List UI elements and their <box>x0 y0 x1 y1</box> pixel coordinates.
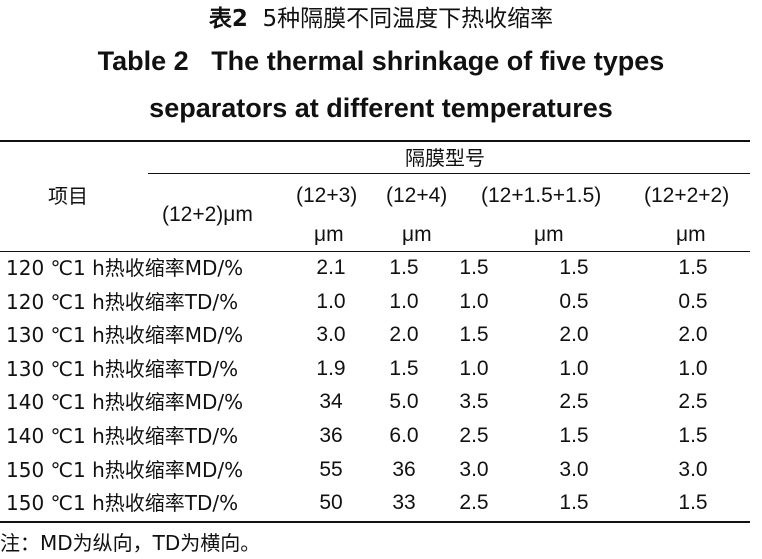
header-type-4-unit: μm <box>534 223 564 246</box>
table-cell: 1.5 <box>459 256 489 279</box>
table-cell: 1.5 <box>678 424 708 447</box>
table-cell: 2.5 <box>459 491 489 514</box>
table-title-en-line1: Table 2 The thermal shrinkage of five ty… <box>97 46 665 76</box>
table-cell: 2.5 <box>559 390 589 413</box>
table-caption-cn: 5种隔膜不同温度下热收缩率 <box>262 6 554 32</box>
table-cell: 2.5 <box>459 424 489 447</box>
table-cell: 3.0 <box>559 458 589 481</box>
table-cell: 1.5 <box>389 256 419 279</box>
table-cell: 3.0 <box>678 458 708 481</box>
table-bottom-rule <box>0 521 750 523</box>
row-label: 120 ℃1 h热收缩率TD/% <box>6 290 239 314</box>
table-note: 注：MD为纵向，TD为横向。 <box>0 531 261 555</box>
table-cell: 1.0 <box>459 357 489 380</box>
table-top-rule <box>0 140 750 142</box>
table-cell: 34 <box>319 390 343 413</box>
table-group-rule <box>148 173 750 174</box>
table-cell: 2.0 <box>389 323 419 346</box>
table-title-en-line2: separators at different temperatures <box>149 93 613 123</box>
table-cell: 55 <box>319 458 343 481</box>
row-label: 130 ℃1 h热收缩率MD/% <box>6 323 244 347</box>
row-label: 120 ℃1 h热收缩率MD/% <box>6 256 244 280</box>
table-cell: 0.5 <box>678 290 708 313</box>
header-type-1: (12+2)μm <box>162 203 253 226</box>
table-cell: 36 <box>392 458 416 481</box>
table-cell: 2.1 <box>316 256 346 279</box>
row-label: 140 ℃1 h热收缩率MD/% <box>6 390 244 414</box>
table-cell: 50 <box>319 491 343 514</box>
table-cell: 3.5 <box>459 390 489 413</box>
table-cell: 1.5 <box>459 323 489 346</box>
table-cell: 1.5 <box>559 256 589 279</box>
header-separator-type: 隔膜型号 <box>405 146 485 170</box>
table-cell: 3.0 <box>459 458 489 481</box>
table-cell: 3.0 <box>316 323 346 346</box>
table-cell: 1.0 <box>316 290 346 313</box>
header-type-2-unit: μm <box>314 223 344 246</box>
header-type-3-unit: μm <box>402 223 432 246</box>
table-cell: 33 <box>392 491 416 514</box>
row-label: 150 ℃1 h热收缩率TD/% <box>6 491 239 515</box>
table-header-rule <box>0 251 750 252</box>
table-cell: 2.0 <box>678 323 708 346</box>
table-cell: 1.0 <box>459 290 489 313</box>
table-cell: 5.0 <box>389 390 419 413</box>
header-type-4: (12+1.5+1.5) <box>481 184 602 207</box>
table-cell: 1.5 <box>559 424 589 447</box>
header-type-2: (12+3) <box>296 184 358 207</box>
table-number-cn: 表2 <box>208 6 248 32</box>
table-cell: 1.5 <box>678 256 708 279</box>
row-label: 140 ℃1 h热收缩率TD/% <box>6 424 239 448</box>
table-cell: 1.5 <box>389 357 419 380</box>
table-cell: 1.0 <box>389 290 419 313</box>
table-cell: 1.5 <box>559 491 589 514</box>
header-type-5-unit: μm <box>676 223 706 246</box>
table-cell: 36 <box>319 424 343 447</box>
header-item: 项目 <box>48 184 88 208</box>
table-cell: 1.9 <box>316 357 346 380</box>
table-cell: 1.0 <box>678 357 708 380</box>
header-type-5: (12+2+2) <box>644 184 730 207</box>
row-label: 130 ℃1 h热收缩率TD/% <box>6 357 239 381</box>
table-cell: 0.5 <box>559 290 589 313</box>
table-cell: 6.0 <box>389 424 419 447</box>
table-cell: 2.5 <box>678 390 708 413</box>
table-title-cn: 表2 5种隔膜不同温度下热收缩率 <box>0 4 762 34</box>
table-cell: 2.0 <box>559 323 589 346</box>
table-cell: 1.5 <box>678 491 708 514</box>
header-type-3: (12+4) <box>386 184 448 207</box>
row-label: 150 ℃1 h热收缩率MD/% <box>6 458 244 482</box>
table-cell: 1.0 <box>559 357 589 380</box>
